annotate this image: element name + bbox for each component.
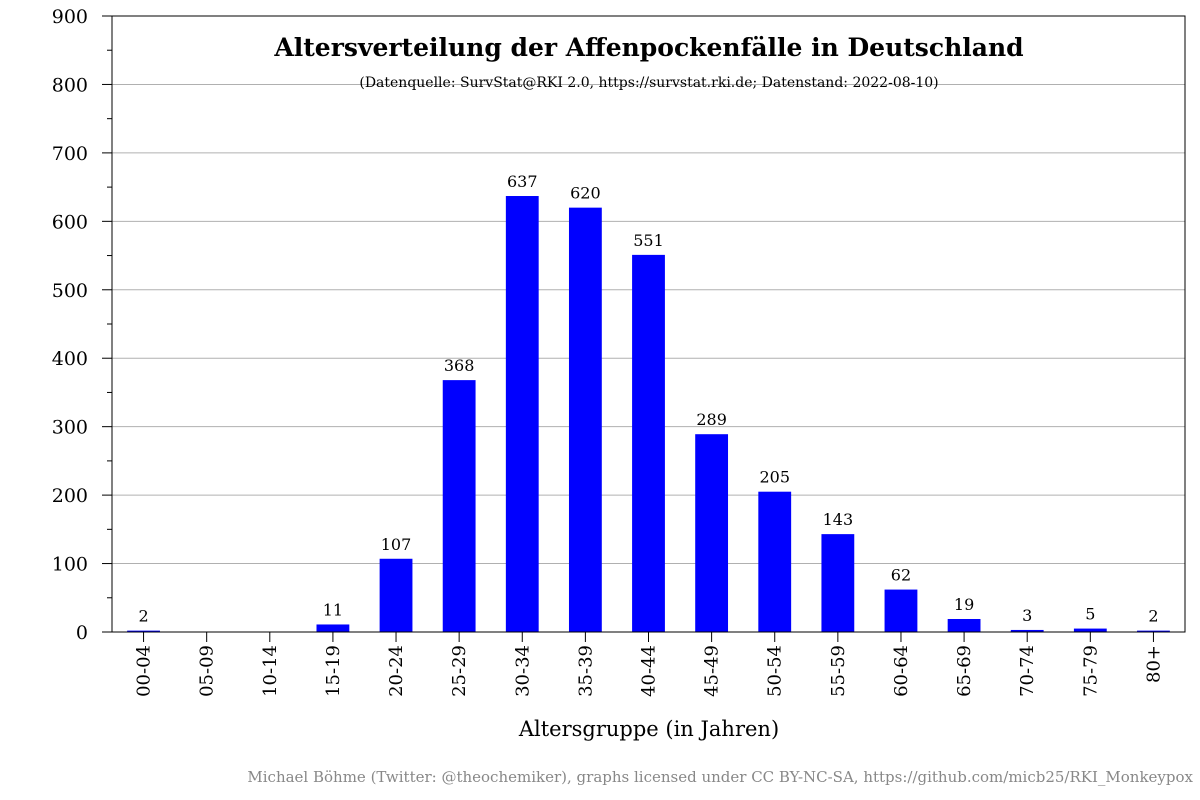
x-tick-label: 35-39	[575, 645, 596, 697]
bar	[695, 434, 729, 632]
bar-value-label: 551	[633, 231, 664, 250]
chart-subtitle: (Datenquelle: SurvStat@RKI 2.0, https://…	[359, 75, 938, 91]
x-tick-label: 10-14	[260, 645, 281, 697]
bar-value-label: 205	[759, 468, 790, 487]
y-tick-label: 400	[52, 348, 88, 370]
bar	[821, 534, 855, 632]
x-tick-label: 50-54	[765, 645, 786, 697]
bar	[568, 207, 602, 632]
bar	[1010, 629, 1044, 632]
credit-footer: Michael Böhme (Twitter: @theochemiker), …	[247, 768, 1193, 786]
y-tick-label: 500	[52, 280, 88, 302]
y-tick-label: 200	[52, 485, 88, 507]
y-tick-label: 700	[52, 143, 88, 165]
bar-value-label: 620	[570, 184, 601, 203]
bar-value-label: 289	[696, 410, 727, 429]
x-tick-label: 30-34	[512, 645, 533, 697]
x-tick-label: 25-29	[449, 645, 470, 697]
y-tick-label: 900	[52, 6, 88, 28]
bar	[1137, 630, 1170, 632]
x-tick-label: 55-59	[828, 645, 849, 697]
bar	[947, 618, 981, 632]
y-tick-label: 600	[52, 211, 88, 233]
bar-value-label: 107	[381, 535, 412, 554]
bar-value-label: 5	[1085, 605, 1095, 624]
chart-title: Altersverteilung der Affenpockenfälle in…	[273, 33, 1023, 62]
bar	[1073, 628, 1107, 632]
bar-value-label: 143	[823, 510, 854, 529]
plot-frame	[111, 15, 1186, 633]
bar-value-label: 368	[444, 356, 475, 375]
bar	[632, 254, 665, 633]
x-tick-label: 05-09	[197, 645, 218, 697]
bar	[442, 380, 476, 632]
x-axis: 00-04 05-09 10-14 15-19 20-24 25-29 30-34 35-39…	[134, 632, 1164, 697]
x-tick-label: 75-79	[1080, 645, 1101, 697]
x-axis-label: Altersgruppe (in Jahren)	[518, 717, 779, 741]
x-tick-label: 80+	[1143, 645, 1164, 683]
x-tick-label: 00-04	[134, 645, 155, 697]
bar-value-label: 637	[507, 172, 538, 191]
bar	[127, 630, 160, 632]
y-tick-label: 100	[52, 554, 88, 576]
x-tick-label: 60-64	[891, 645, 912, 697]
bar	[316, 624, 350, 632]
bar	[505, 196, 539, 632]
y-tick-label: 0	[76, 622, 88, 644]
x-tick-label: 65-69	[954, 645, 975, 697]
x-tick-label: 70-74	[1017, 645, 1038, 697]
bar-value-label: 3	[1022, 606, 1032, 625]
bar-value-label: 2	[138, 607, 148, 626]
bar	[758, 491, 792, 632]
bar-value-label: 62	[891, 566, 911, 585]
x-tick-label: 20-24	[386, 645, 407, 697]
bar	[884, 589, 918, 632]
x-tick-label: 40-44	[639, 645, 660, 697]
y-axis: 0 100 200 300 400 500 600 700 800 900	[52, 6, 112, 644]
x-tick-label: 15-19	[323, 645, 344, 697]
y-tick-label: 800	[52, 74, 88, 96]
bars: 2 11 107 368 637 620 551 289 205 143 62 19 3 5 2	[127, 172, 1170, 633]
y-tick-label: 300	[52, 417, 88, 439]
bar-value-label: 2	[1148, 607, 1158, 626]
bar	[379, 558, 413, 632]
bar-value-label: 19	[954, 595, 974, 614]
bar-value-label: 11	[323, 600, 343, 619]
x-tick-label: 45-49	[702, 645, 723, 697]
